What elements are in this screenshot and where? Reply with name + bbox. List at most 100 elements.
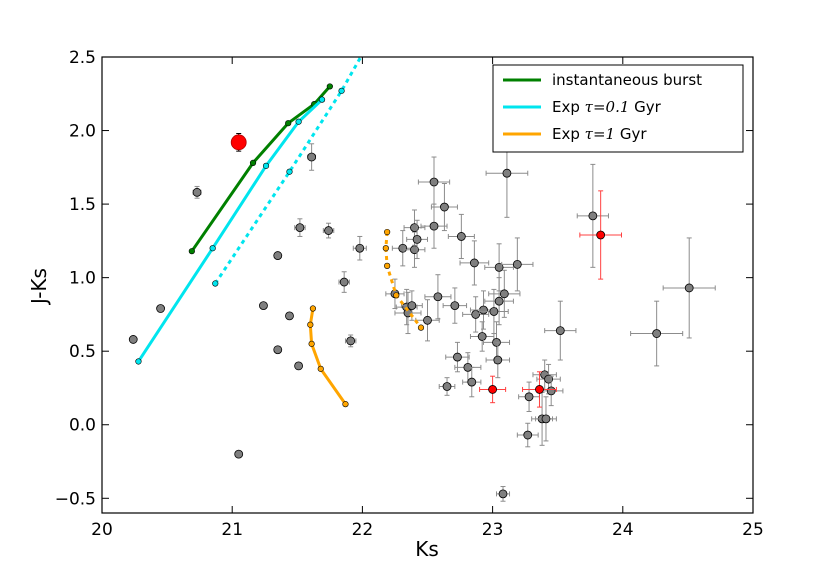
grey-data-point <box>398 243 408 253</box>
model-track-point <box>212 280 219 287</box>
grey-data-point <box>524 392 534 402</box>
x-tick-label: 20 <box>91 520 113 540</box>
grey-data-point <box>412 234 422 244</box>
x-tick-label: 25 <box>742 520 764 540</box>
model-track-point <box>318 96 326 103</box>
grey-data-point <box>467 377 477 387</box>
axis-ticks: 20 21 22 23 24 25 −0.5 0.0 0.5 1.0 1.5 2.0 2.5 <box>55 48 764 540</box>
grey-data-point <box>294 361 304 371</box>
model-track-point <box>384 262 391 269</box>
grey-data-point <box>273 251 283 260</box>
model-track-point <box>135 358 142 365</box>
grey-data-point <box>498 489 508 499</box>
grey-data-point <box>684 283 694 293</box>
legend-label: instantaneous burst <box>552 71 702 89</box>
legend: instantaneous burst Exp τ=0.1 Gyr Exp τ=1 … <box>492 64 744 153</box>
model-track-point <box>307 321 314 328</box>
model-track-point <box>317 365 324 372</box>
grey-data-point <box>494 262 504 272</box>
model-track-point <box>382 245 389 252</box>
grey-data-point <box>407 301 417 310</box>
grey-data-point <box>512 260 522 269</box>
plot-frame <box>101 56 754 514</box>
grey-data-point <box>652 329 662 338</box>
grey-data-point <box>502 168 512 178</box>
grey-data-point <box>523 430 533 440</box>
grey-data-point <box>324 226 333 235</box>
grey-data-point <box>450 301 460 310</box>
model-track-point <box>262 162 270 169</box>
x-tick-label: 24 <box>612 520 634 540</box>
model-track-point <box>338 87 345 94</box>
y-tick-label: 2.0 <box>69 122 96 142</box>
model-track-line <box>308 308 347 406</box>
model-track-point <box>326 83 333 90</box>
model-track-line <box>214 57 363 285</box>
grey-data-point <box>355 243 365 253</box>
highlight-data-point <box>230 134 247 151</box>
grey-data-point <box>440 202 449 212</box>
grey-data-point <box>234 449 244 459</box>
y-tick-label: −0.5 <box>55 489 96 509</box>
model-track-point <box>285 120 292 127</box>
grey-data-point <box>295 223 305 233</box>
grey-data-point <box>456 232 466 241</box>
grey-data-point <box>429 177 439 187</box>
grey-data-point <box>469 258 479 268</box>
red-data-point <box>596 230 606 240</box>
red-data-point <box>535 385 544 394</box>
model-track-point <box>309 305 317 312</box>
grey-data-point <box>433 292 443 302</box>
grey-data-point <box>471 310 481 319</box>
grey-data-point <box>273 345 283 355</box>
grey-data-point <box>493 355 503 365</box>
grey-data-point <box>546 386 556 396</box>
grey-data-point <box>555 326 565 336</box>
plot-area <box>128 57 716 502</box>
legend-label: Exp τ=0.1 Gyr <box>552 98 662 116</box>
y-tick-label: 0.0 <box>69 416 96 436</box>
grey-data-point <box>494 296 504 306</box>
x-tick-label: 21 <box>221 520 243 540</box>
grey-data-point <box>489 307 499 316</box>
y-tick-label: 1.0 <box>69 269 96 289</box>
y-tick-label: 2.5 <box>69 48 96 68</box>
grey-data-point <box>429 221 439 231</box>
y-tick-label: 1.5 <box>69 195 96 215</box>
grey-point-errors <box>488 269 521 318</box>
x-tick-label: 22 <box>352 520 374 540</box>
grey-data-point <box>499 289 509 299</box>
model-track-point <box>417 324 425 331</box>
legend-label: Exp τ=1 Gyr <box>552 125 647 143</box>
grey-data-point <box>541 414 551 424</box>
grey-data-point <box>128 335 138 344</box>
y-tick-label: 0.5 <box>69 342 96 362</box>
model-track-point <box>286 168 293 175</box>
grey-data-point <box>477 332 487 341</box>
grey-data-point <box>192 187 202 197</box>
grey-data-point <box>588 211 598 221</box>
model-track-point <box>209 245 216 252</box>
grey-data-point <box>346 336 356 346</box>
grey-data-point <box>307 152 317 162</box>
model-track-point <box>342 401 349 408</box>
model-track-line <box>137 98 324 363</box>
model-track-point <box>384 228 391 236</box>
grey-data-point <box>285 311 294 321</box>
grey-data-point <box>259 301 268 310</box>
grey-data-point <box>339 277 349 287</box>
y-axis-label: J-Ks <box>27 268 51 306</box>
grey-data-point <box>453 352 462 362</box>
x-tick-label: 23 <box>482 520 504 540</box>
grey-data-point <box>479 305 488 315</box>
grey-data-point <box>423 315 432 325</box>
grey-data-point <box>156 304 165 313</box>
model-track-point <box>295 118 302 125</box>
model-track-point <box>249 159 257 167</box>
red-data-point <box>488 385 498 394</box>
grey-data-point <box>442 382 452 391</box>
model-track-point <box>308 340 315 347</box>
x-axis-label: Ks <box>415 537 439 561</box>
grey-data-point <box>544 374 553 384</box>
